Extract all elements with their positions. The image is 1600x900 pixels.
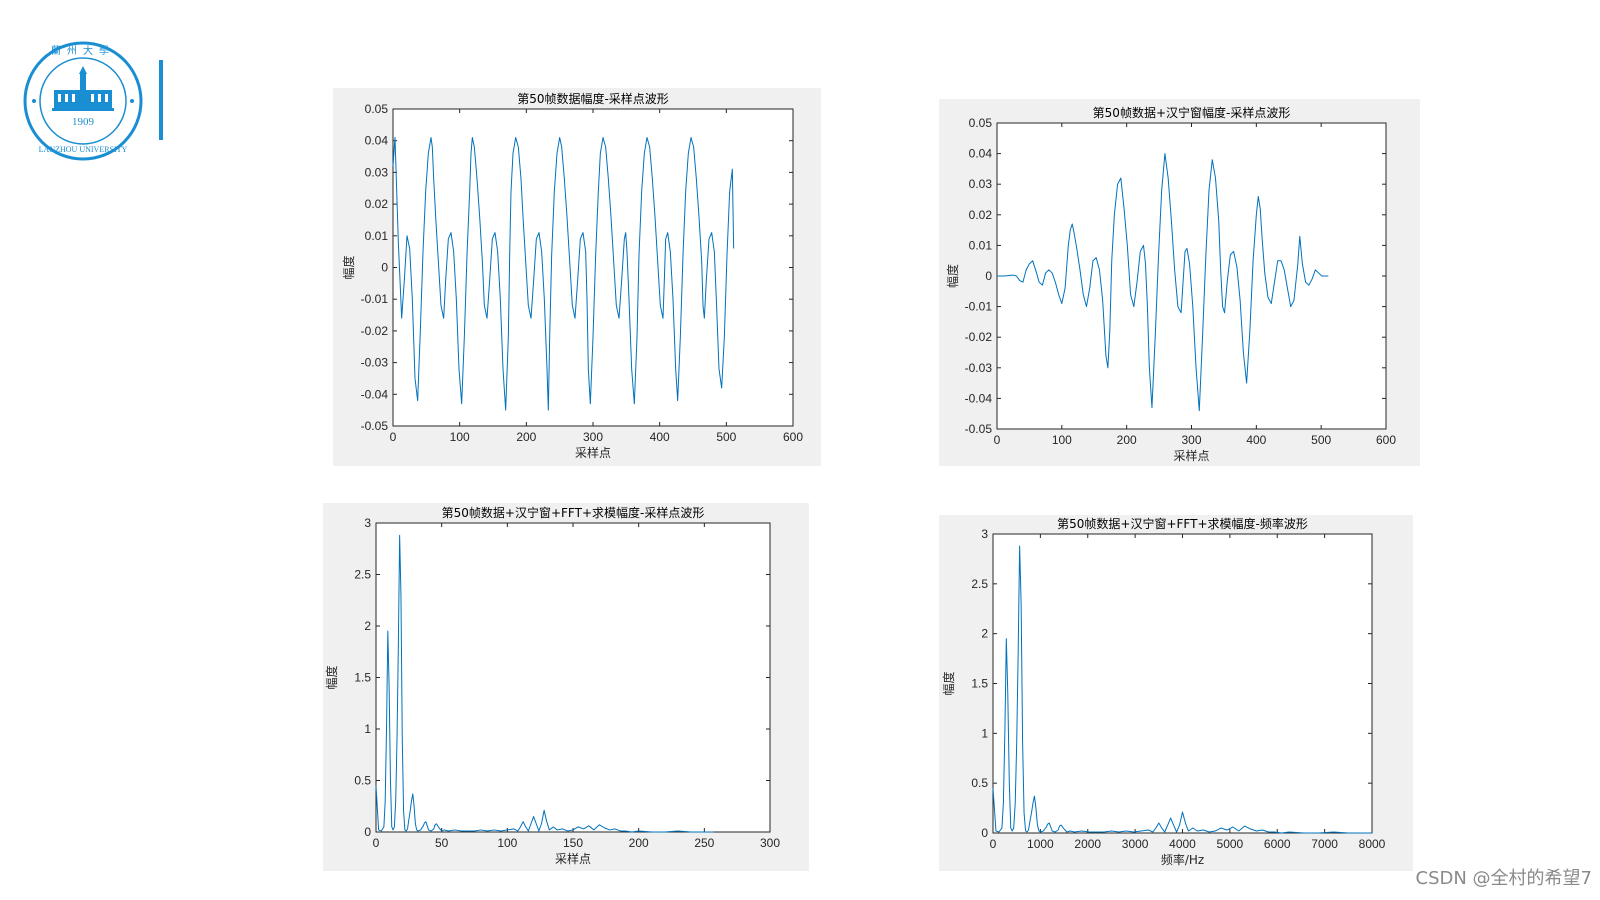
y-tick-label: -0.05 [965, 422, 993, 436]
plot-area [375, 522, 771, 833]
y-tick-label: -0.05 [361, 419, 389, 433]
chart-raw-waveform: 0 100 200 300 400 500 600 -0.05 -0.04 -0.03 -0.02 -… [341, 91, 803, 460]
x-axis-label: 采样点 [575, 445, 611, 460]
x-tick-label: 3000 [1122, 837, 1149, 851]
logo-year: 1909 [72, 116, 95, 128]
logo-chinese-name: 蘭州大學 [51, 44, 115, 57]
x-tick-label: 5000 [1217, 837, 1244, 851]
chart-title: 第50帧数据+汉宁窗+FFT+求模幅度-采样点波形 [442, 505, 705, 520]
chart-fft-samples: 0 50 100 150 200 250 300 0 0.5 1 1.5 2 2.5 3 第50帧数据+汉宁… [324, 505, 780, 866]
y-tick-label: -0.01 [361, 292, 389, 306]
y-tick-label: -0.02 [965, 330, 993, 344]
y-tick-label: -0.04 [361, 387, 389, 401]
y-tick-label: 1.5 [971, 677, 988, 691]
plot-area [992, 533, 1373, 834]
chart-title: 第50帧数据+汉宁窗幅度-采样点波形 [1093, 105, 1291, 120]
figure-waveform-raw: 0 100 200 300 400 500 600 -0.05 -0.04 -0.03 -0.02 -… [333, 88, 821, 466]
y-tick-label: 0.02 [969, 208, 993, 222]
y-tick-label: 0.02 [365, 197, 389, 211]
x-tick-label: 200 [1117, 433, 1137, 447]
y-tick-label: 1.5 [354, 671, 371, 685]
y-tick-label: 0 [381, 261, 388, 275]
y-tick-label: 1 [364, 722, 371, 736]
x-tick-label: 8000 [1359, 837, 1386, 851]
figure-waveform-hanning: 0 100 200 300 400 500 600 -0.05 -0.04 -0.03 -0.02 -… [939, 99, 1420, 466]
y-tick-label: 3 [981, 527, 988, 541]
x-axis-label: 采样点 [555, 851, 591, 866]
figure-fft-samples: 0 50 100 150 200 250 300 0 0.5 1 1.5 2 2.5 3 第50帧数据+汉宁… [323, 503, 809, 871]
logo-english-name: LANZHOU UNIVERSITY [39, 145, 128, 154]
series-line [992, 545, 1372, 834]
y-tick-label: 0 [364, 825, 371, 839]
y-tick-label: 0.5 [354, 774, 371, 788]
x-tick-label: 4000 [1169, 837, 1196, 851]
series-line [392, 137, 735, 411]
x-tick-label: 1000 [1027, 837, 1054, 851]
y-tick-label: 0.05 [365, 102, 389, 116]
chart-title: 第50帧数据幅度-采样点波形 [517, 91, 669, 106]
series-line [375, 534, 714, 833]
y-tick-label: 0 [985, 269, 992, 283]
y-tick-label: 0.03 [969, 177, 993, 191]
x-tick-label: 400 [1246, 433, 1266, 447]
series-line [997, 153, 1329, 412]
y-tick-label: 0.04 [969, 147, 993, 161]
y-tick-label: 0.03 [365, 165, 389, 179]
y-tick-label: -0.03 [965, 361, 993, 375]
x-tick-label: 200 [629, 836, 649, 850]
x-axis-label: 频率/Hz [1161, 852, 1204, 867]
y-tick-label: 2 [981, 627, 988, 641]
x-tick-label: 0 [990, 837, 997, 851]
y-tick-label: -0.04 [965, 391, 993, 405]
y-axis-label: 幅度 [941, 671, 956, 695]
x-tick-label: 500 [716, 430, 736, 444]
y-tick-label: 3 [364, 516, 371, 530]
y-axis-label: 幅度 [341, 255, 356, 279]
x-tick-label: 6000 [1264, 837, 1291, 851]
y-tick-label: 0.01 [365, 229, 389, 243]
x-tick-label: 300 [760, 836, 780, 850]
y-tick-label: -0.01 [965, 300, 993, 314]
y-tick-label: 0.04 [365, 134, 389, 148]
x-tick-label: 200 [516, 430, 536, 444]
figure-fft-frequency: 0 1000 2000 3000 4000 5000 6000 7000 8000 0 0.5 1 1.… [939, 515, 1413, 871]
y-tick-label: 0.05 [969, 116, 993, 130]
x-tick-label: 250 [694, 836, 714, 850]
y-tick-label: 2.5 [354, 568, 371, 582]
x-tick-label: 100 [1052, 433, 1072, 447]
x-tick-label: 2000 [1074, 837, 1101, 851]
x-tick-label: 7000 [1311, 837, 1338, 851]
y-tick-label: -0.02 [361, 324, 389, 338]
y-axis-label: 幅度 [945, 264, 960, 288]
y-tick-label: 0 [981, 826, 988, 840]
y-tick-label: 1 [981, 726, 988, 740]
x-tick-label: 600 [1376, 433, 1396, 447]
y-tick-label: 0.01 [969, 238, 993, 252]
x-tick-label: 100 [497, 836, 517, 850]
plot-area [392, 108, 794, 427]
x-tick-label: 0 [994, 433, 1001, 447]
y-tick-label: -0.03 [361, 356, 389, 370]
watermark: CSDN @全村的希望7 [1415, 868, 1593, 889]
x-tick-label: 300 [583, 430, 603, 444]
x-tick-label: 0 [390, 430, 397, 444]
x-tick-label: 400 [650, 430, 670, 444]
chart-hanning-waveform: 0 100 200 300 400 500 600 -0.05 -0.04 -0.03 -0.02 -… [945, 105, 1396, 463]
x-tick-label: 100 [450, 430, 470, 444]
chart-fft-frequency: 0 1000 2000 3000 4000 5000 6000 7000 8000 0 0.5 1 1.… [941, 516, 1386, 867]
y-tick-label: 2 [364, 619, 371, 633]
y-axis-label: 幅度 [324, 665, 339, 689]
y-tick-label: 2.5 [971, 577, 988, 591]
chart-title: 第50帧数据+汉宁窗+FFT+求模幅度-频率波形 [1057, 516, 1308, 531]
lanzhou-university-logo: 1909 蘭州大學 LANZHOU UNIVERSITY [23, 41, 143, 161]
x-tick-label: 0 [373, 836, 380, 850]
y-tick-label: 0.5 [971, 776, 988, 790]
x-tick-label: 150 [563, 836, 583, 850]
logo-divider [159, 60, 163, 140]
x-tick-label: 600 [783, 430, 803, 444]
x-tick-label: 300 [1181, 433, 1201, 447]
x-axis-label: 采样点 [1173, 448, 1209, 463]
x-tick-label: 50 [435, 836, 449, 850]
x-tick-label: 500 [1311, 433, 1331, 447]
